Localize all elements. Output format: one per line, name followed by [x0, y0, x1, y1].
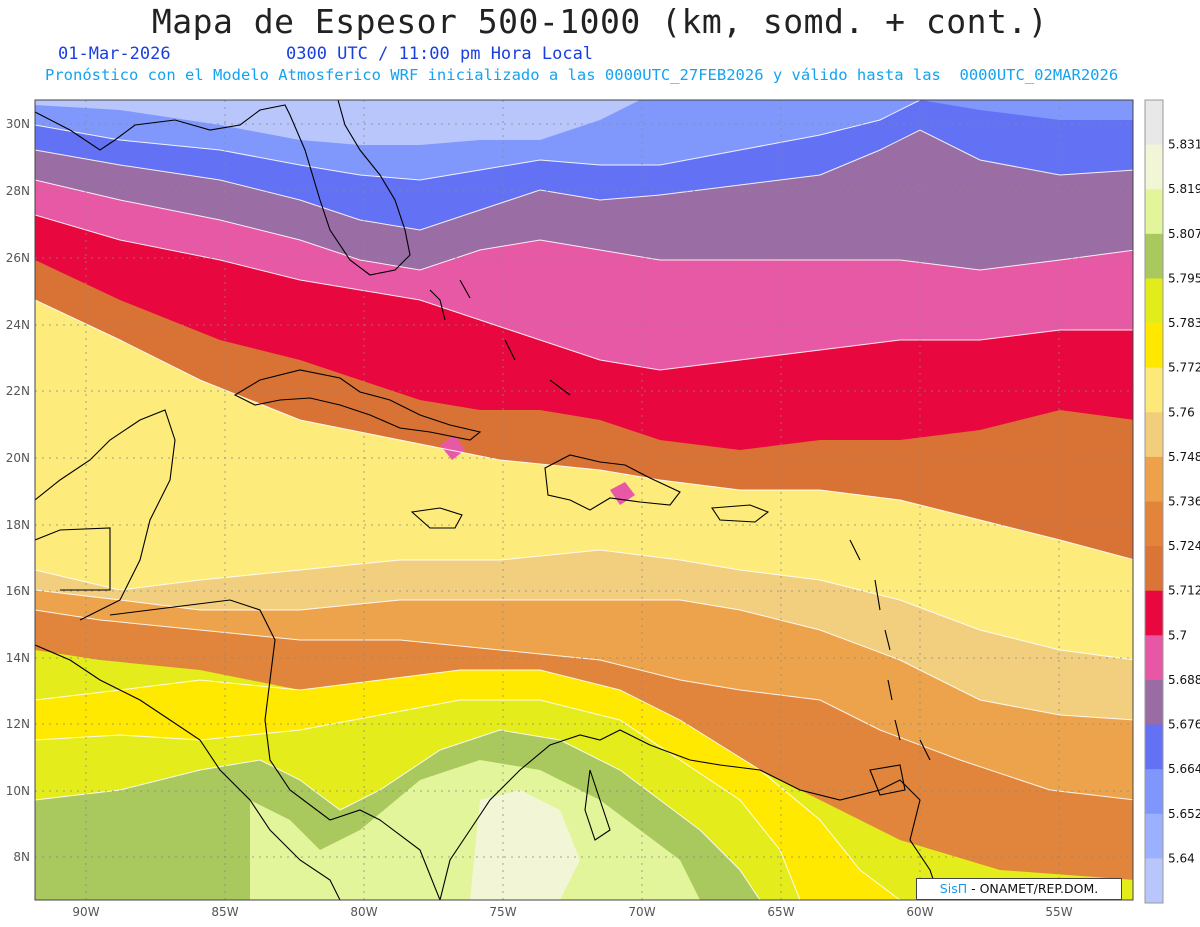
colorbar-swatch [1145, 412, 1163, 458]
colorbar-label: 5.831 [1168, 138, 1200, 152]
lat-label: 14N [6, 651, 30, 665]
colorbar-label: 5.748 [1168, 450, 1200, 464]
colorbar-label: 5.664 [1168, 762, 1200, 776]
lon-label: 60W [906, 905, 933, 919]
colorbar-swatch [1145, 100, 1163, 146]
colorbar-swatch [1145, 501, 1163, 547]
coastlines [35, 100, 941, 900]
lat-label: 16N [6, 584, 30, 598]
lat-label: 18N [6, 518, 30, 532]
lat-label: 8N [13, 850, 30, 864]
lon-label: 75W [489, 905, 516, 919]
colorbar-swatch [1145, 233, 1163, 279]
colorbar-label: 5.795 [1168, 271, 1200, 285]
colorbar-label: 5.64 [1168, 851, 1195, 865]
colorbar-swatch [1145, 590, 1163, 636]
colorbar-label: 5.819 [1168, 182, 1200, 196]
colorbar-swatch [1145, 144, 1163, 190]
colorbar-swatch [1145, 546, 1163, 592]
colorbar-label: 5.76 [1168, 405, 1195, 419]
colorbar: 5.831 5.819 5.807 5.795 5.783 5.772 5.76 5.748 5… [1144, 99, 1200, 904]
credit-box: SisΠ - ONAMET/REP.DOM. [916, 878, 1122, 900]
colorbar-swatch [1145, 189, 1163, 235]
colorbar-label: 5.783 [1168, 316, 1200, 330]
lat-label: 28N [6, 184, 30, 198]
colorbar-swatch [1145, 813, 1163, 859]
colorbar-label: 5.688 [1168, 673, 1200, 687]
lat-label: 12N [6, 717, 30, 731]
colorbar-swatch [1145, 769, 1163, 815]
lon-label: 80W [350, 905, 377, 919]
forecast-date: 01-Mar-2026 [58, 44, 171, 64]
colorbar-label: 5.676 [1168, 718, 1200, 732]
lat-label: 24N [6, 318, 30, 332]
colorbar-label: 5.807 [1168, 227, 1200, 241]
map-title: Mapa de Espesor 500-1000 (km, somd. + co… [151, 2, 1049, 41]
colorbar-label: 5.652 [1168, 807, 1200, 821]
lat-label: 26N [6, 251, 30, 265]
lat-label: 20N [6, 451, 30, 465]
colorbar-label: 5.712 [1168, 584, 1200, 598]
colorbar-label: 5.772 [1168, 361, 1200, 375]
colorbar-swatch [1145, 456, 1163, 502]
colorbar-label: 5.724 [1168, 539, 1200, 553]
colorbar-frame [1144, 99, 1164, 904]
credit-brand: SisΠ [939, 881, 968, 896]
lat-lon-grid [35, 100, 1133, 900]
contour-lines [35, 100, 1133, 900]
colorbar-swatch [1145, 635, 1163, 681]
colorbar-swatch [1145, 724, 1163, 770]
colorbar-swatch [1145, 858, 1163, 904]
lat-label: 22N [6, 384, 30, 398]
colorbar-swatch [1145, 323, 1163, 369]
lon-label: 55W [1045, 905, 1072, 919]
lat-axis: 30N 28N 26N 24N 22N 20N 18N 16N 14N 12N … [6, 117, 30, 864]
lon-label: 70W [628, 905, 655, 919]
colorbar-swatch [1145, 278, 1163, 324]
lon-axis: 90W 85W 80W 75W 70W 65W 60W 55W [72, 905, 1072, 919]
map-frame [34, 99, 1134, 901]
colorbar-label: 5.7 [1168, 628, 1187, 642]
colorbar-swatch [1145, 367, 1163, 413]
lon-label: 65W [767, 905, 794, 919]
colorbar-label: 5.736 [1168, 495, 1200, 509]
shaded-contours [35, 100, 1133, 900]
lon-label: 85W [211, 905, 238, 919]
colorbar-swatch [1145, 679, 1163, 726]
model-note: Pronóstico con el Modelo Atmosferico WRF… [45, 66, 1119, 84]
forecast-time: 0300 UTC / 11:00 pm Hora Local [286, 44, 594, 64]
lon-label: 90W [72, 905, 99, 919]
credit-text: - ONAMET/REP.DOM. [971, 881, 1099, 896]
lat-label: 30N [6, 117, 30, 131]
lat-label: 10N [6, 784, 30, 798]
